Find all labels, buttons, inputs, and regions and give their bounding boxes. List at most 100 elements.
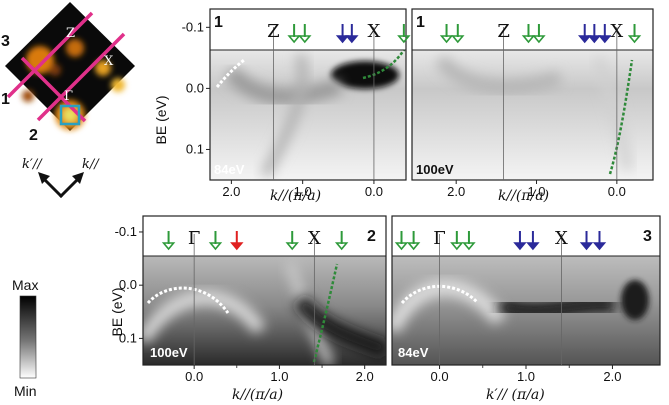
panel-c: 2 100eV k//(π/a)	[142, 215, 387, 403]
panel-c-number: 2	[367, 228, 376, 245]
colorbar: Max Min	[12, 277, 38, 399]
panel-a-symmetry-label: X	[368, 21, 381, 42]
panel-b-blue-arrowhead-icon	[578, 35, 592, 44]
panel-a-blue-arrowhead-icon	[345, 35, 359, 44]
k-arrowhead-right-icon	[72, 172, 84, 184]
panel-c-symmetry-label: Γ	[188, 228, 201, 249]
panel-a-xtick-label: 2.0	[222, 184, 240, 199]
guide-b-green	[608, 59, 634, 175]
panel-b-blue-arrowhead-icon	[587, 35, 602, 44]
panel-c-frame	[142, 215, 387, 366]
panel-a-ytick-label: -0.1	[182, 19, 204, 34]
panel-b-image	[412, 50, 653, 180]
panel-b-energy: 100eV	[416, 162, 454, 177]
panel-c-xtick-label: 0.0	[185, 369, 203, 384]
map-label-cut3: 3	[1, 33, 10, 50]
y-axis-bottom-label: BE (eV)	[109, 287, 125, 336]
panel-c-symmetry-label: X	[308, 228, 321, 249]
panel-c-green-arrowhead-icon	[334, 242, 349, 251]
panel-d-green-arrowhead-icon	[394, 242, 409, 251]
panel-a-xtick-label: 0.0	[365, 184, 383, 199]
panel-d-blue-arrowhead-icon	[579, 242, 594, 251]
panel-a: 1 84eV k//(π/a)	[209, 8, 407, 204]
panel-b-xtick-label: 2.0	[447, 184, 465, 199]
panel-d-xtick-label: 1.0	[517, 369, 535, 384]
panel-c-red-arrowhead-icon	[230, 242, 244, 251]
chart-marks: 2.0 1.0 0.0 -0.1 0.0 0.1 Z X 2.0 1.0 0.0 Z X 0.0 1.0 2.…	[115, 19, 642, 384]
panel-c-ytick-label: -0.1	[115, 224, 137, 239]
panel-a-ytick-label: 0.1	[186, 141, 204, 156]
fermi-surface-map: Z X Γ 3 1 2	[1, 2, 135, 144]
panel-a-number: 1	[214, 14, 223, 31]
guide-d-white	[400, 284, 479, 305]
panel-b-green-arrowhead-icon	[532, 35, 546, 44]
panel-a-green-arrowhead-icon	[287, 35, 301, 44]
panel-c-green-arrowhead-icon	[161, 242, 176, 251]
panel-c-ytick-label: 0.1	[119, 330, 137, 345]
panel-d-xtick-label: 0.0	[431, 369, 449, 384]
panel-b-green-arrowhead-icon	[627, 35, 642, 44]
cut-line-2	[36, 32, 126, 122]
panel-a-green-arrowhead-icon	[397, 35, 411, 44]
map-label-x: X	[104, 54, 114, 69]
panel-d-green-arrowhead-icon	[406, 242, 421, 251]
panel-c-xtick-label: 2.0	[356, 369, 374, 384]
panel-c-ytick-label: 0.0	[119, 277, 137, 292]
panel-d-xlabel: k′// (π/a)	[486, 387, 545, 403]
panel-c-xlabel: k//(π/a)	[232, 387, 283, 403]
cut-line-3	[20, 56, 87, 123]
map-label-cut1: 1	[1, 91, 10, 108]
panel-c-green-arrowhead-icon	[285, 242, 299, 251]
panel-c-energy: 100eV	[150, 345, 188, 360]
panel-a-xtick-label: 1.0	[294, 184, 312, 199]
panel-a-xlabel: k//(π/a)	[270, 188, 321, 204]
panel-c-xtick-label: 1.0	[270, 369, 288, 384]
panel-b-green-arrowhead-icon	[521, 35, 536, 44]
dispersion-guides	[146, 49, 634, 363]
panel-b-symmetry-label: Z	[497, 21, 510, 42]
panel-a-energy: 84eV	[214, 162, 245, 177]
panel-d-number: 3	[643, 228, 652, 245]
panel-b-green-arrowhead-icon	[451, 35, 465, 44]
map-label-gamma: Γ	[64, 89, 73, 104]
colorbar-gradient	[19, 295, 37, 379]
panel-a-green-arrowhead-icon	[298, 35, 312, 44]
panel-d-green-arrowhead-icon	[462, 242, 476, 251]
colorbar-min: Min	[14, 383, 37, 399]
panel-c-green-arrowhead-icon	[208, 242, 223, 251]
panel-a-image	[210, 50, 406, 180]
panel-d-blue-arrowhead-icon	[513, 242, 527, 251]
panel-d-green-arrowhead-icon	[450, 242, 464, 251]
panel-b-number: 1	[416, 14, 425, 31]
panel-b-xlabel: k//(π/a)	[498, 188, 549, 204]
colorbar-max: Max	[12, 277, 38, 293]
panel-d-energy: 84eV	[398, 345, 429, 360]
panel-a-frame	[209, 8, 407, 181]
k-direction-arrows: k′// k//	[22, 157, 100, 199]
panel-a-symmetry-label: Z	[267, 21, 280, 42]
panel-d-symmetry-label: X	[555, 228, 568, 249]
panel-b: 1 100eV k//(π/a)	[411, 8, 654, 204]
panel-a-blue-arrowhead-icon	[335, 35, 350, 44]
guide-a-white	[215, 58, 245, 88]
panel-d-blue-arrowhead-icon	[526, 242, 540, 251]
panel-b-blue-arrowhead-icon	[598, 35, 612, 44]
guide-c-green	[312, 263, 339, 363]
panel-a-ytick-label: 0.0	[186, 80, 204, 95]
panel-d: 3 84eV k′// (π/a)	[391, 215, 661, 403]
panel-d-symmetry-label: Γ	[433, 228, 446, 249]
guide-c-white	[146, 286, 230, 314]
map-label-cut2: 2	[29, 127, 38, 144]
gamma-square	[59, 104, 81, 126]
panel-b-xtick-label: 1.0	[527, 184, 545, 199]
panel-b-green-arrowhead-icon	[439, 35, 454, 44]
map-label-z: Z	[66, 26, 75, 41]
map-diamond	[5, 2, 135, 131]
panel-c-image	[143, 256, 386, 365]
k-arrowhead-left-icon	[38, 172, 50, 184]
panel-d-xtick-label: 2.0	[603, 369, 621, 384]
y-axis-bottom: BE (eV)	[109, 287, 125, 336]
k-prime-label: k′//	[22, 157, 43, 172]
y-axis-top-label: BE (eV)	[153, 95, 169, 144]
